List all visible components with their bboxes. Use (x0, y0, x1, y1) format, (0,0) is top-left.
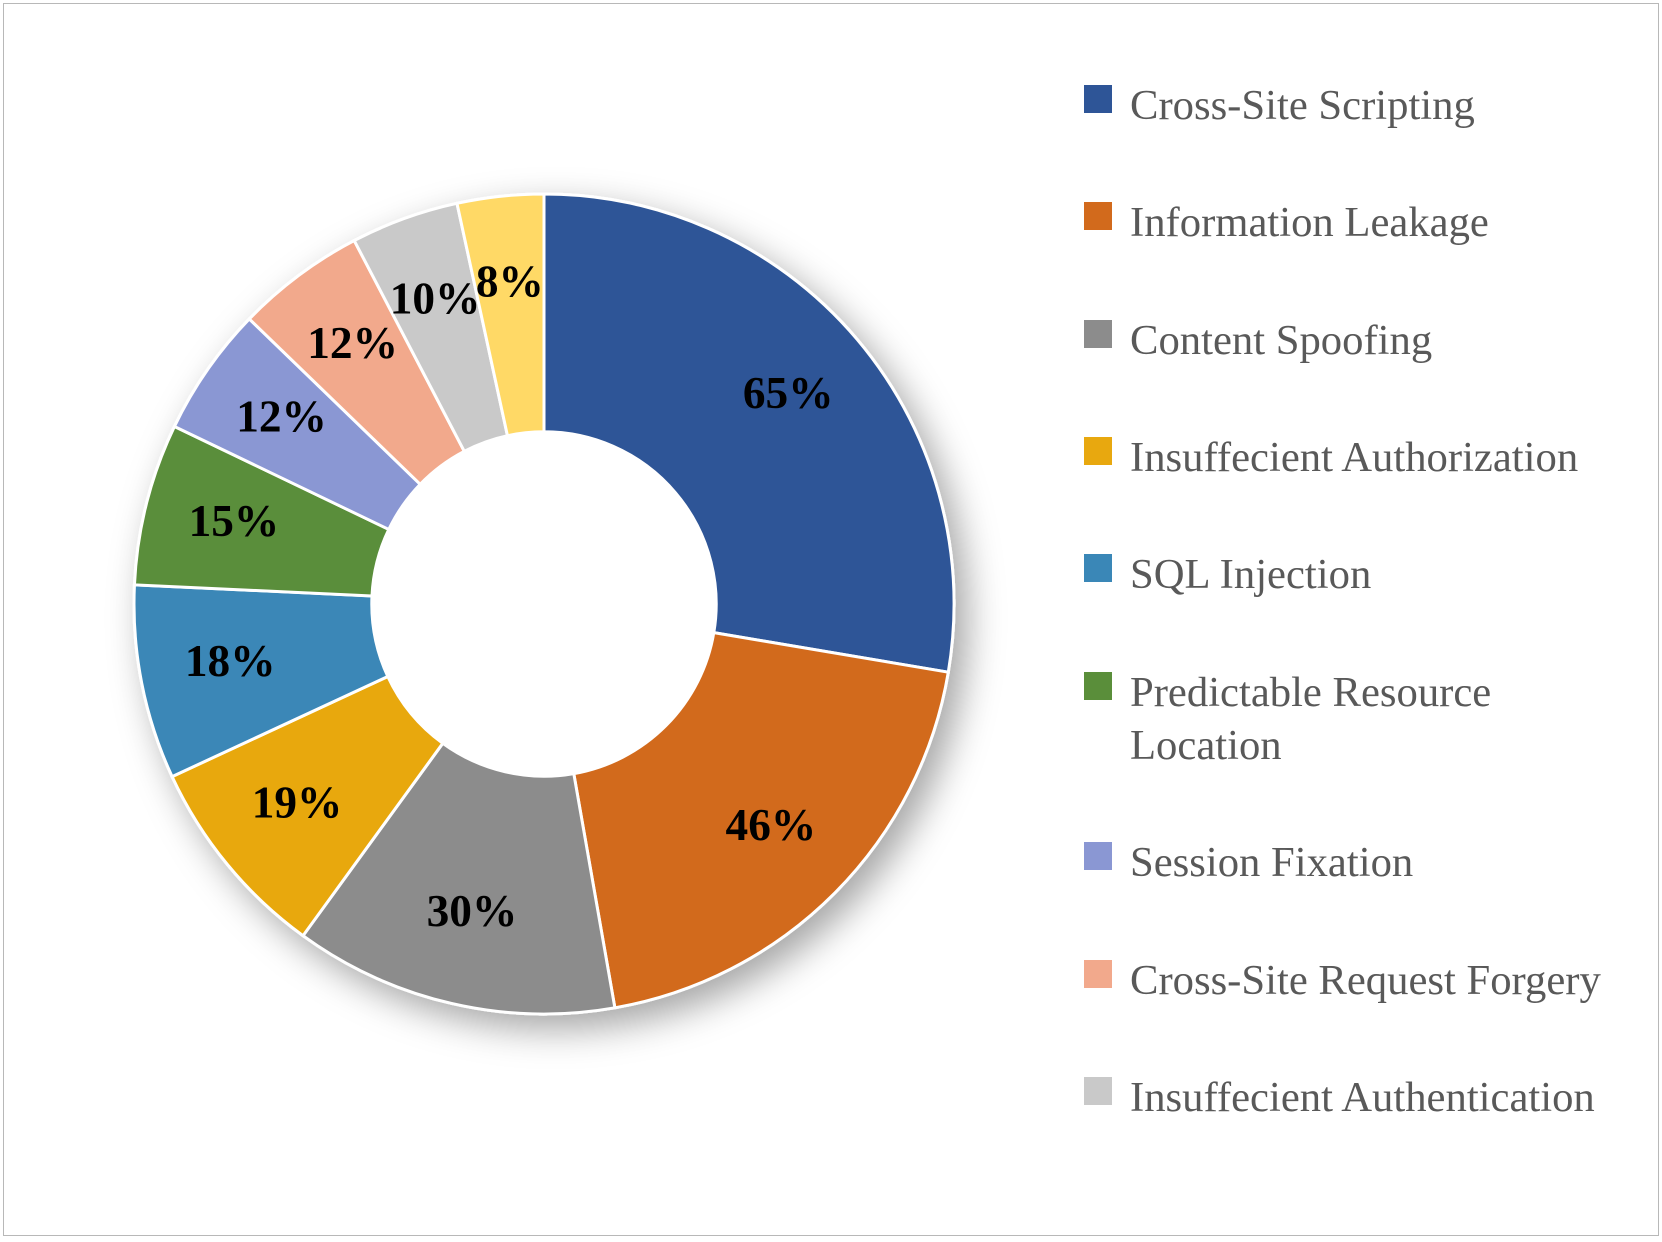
slice-label: 8% (476, 256, 544, 306)
legend: Cross-Site Scripting Information Leakage C… (1084, 79, 1644, 1188)
slice-label: 46% (726, 800, 817, 850)
legend-item: SQL Injection (1084, 548, 1644, 601)
chart-frame: 65%46%30%19%18%15%12%12%10%8% Cross-Site… (3, 3, 1659, 1236)
legend-item: Content Spoofing (1084, 314, 1644, 367)
legend-swatch (1084, 842, 1112, 870)
legend-swatch (1084, 1077, 1112, 1105)
slice-label: 30% (427, 886, 518, 936)
legend-label: Cross-Site Scripting (1130, 79, 1475, 132)
legend-item: Cross-Site Request Forgery (1084, 954, 1644, 1007)
slice-label: 10% (390, 274, 481, 324)
legend-swatch (1084, 320, 1112, 348)
legend-swatch (1084, 85, 1112, 113)
slice-label: 65% (743, 368, 834, 418)
legend-swatch (1084, 437, 1112, 465)
donut-hole (373, 433, 715, 775)
legend-item: Session Fixation (1084, 836, 1644, 889)
legend-swatch (1084, 672, 1112, 700)
legend-label: Insuffecient Authorization (1130, 431, 1578, 484)
legend-swatch (1084, 202, 1112, 230)
legend-label: Information Leakage (1130, 196, 1489, 249)
donut-chart: 65%46%30%19%18%15%12%12%10%8% (64, 124, 1024, 1084)
slice-label: 12% (236, 392, 327, 442)
legend-swatch (1084, 554, 1112, 582)
legend-item: Cross-Site Scripting (1084, 79, 1644, 132)
legend-label: Predictable Resource Location (1130, 666, 1610, 773)
legend-item: Insuffecient Authorization (1084, 431, 1644, 484)
legend-swatch (1084, 960, 1112, 988)
slice-label: 15% (189, 496, 280, 546)
legend-item: Predictable Resource Location (1084, 666, 1644, 773)
legend-label: Session Fixation (1130, 836, 1413, 889)
legend-label: Insuffecient Authentication (1130, 1071, 1595, 1124)
slice-label: 18% (185, 636, 276, 686)
legend-label: SQL Injection (1130, 548, 1371, 601)
legend-item: Information Leakage (1084, 196, 1644, 249)
slice-label: 12% (307, 318, 398, 368)
donut-svg: 65%46%30%19%18%15%12%12%10%8% (64, 124, 1024, 1084)
slice-label: 19% (252, 778, 343, 828)
legend-label: Cross-Site Request Forgery (1130, 954, 1601, 1007)
legend-item: Insuffecient Authentication (1084, 1071, 1644, 1124)
legend-label: Content Spoofing (1130, 314, 1432, 367)
